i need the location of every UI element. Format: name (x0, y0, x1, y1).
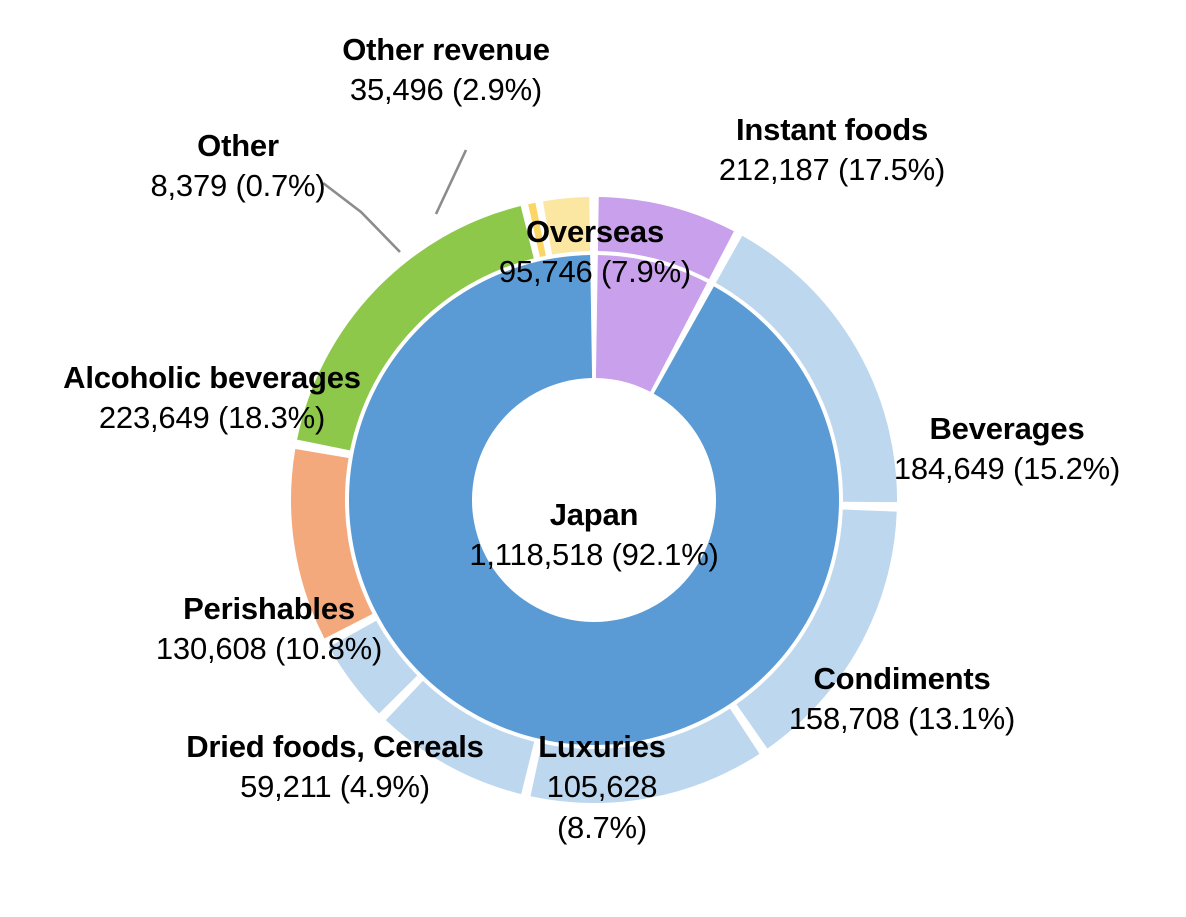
slice-other-revenue[interactable] (542, 197, 591, 255)
slice-overseas[interactable] (595, 255, 708, 392)
slice-dried-foods-cereals[interactable] (328, 620, 418, 714)
label-other-value: 8,379 (0.7%) (150, 168, 326, 204)
label-alcoholic-beverages: Alcoholic beverages 223,649 (18.3%) (28, 358, 396, 439)
slice-other[interactable] (528, 202, 546, 257)
label-dried-foods-cereals-value: 59,211 (4.9%) (240, 769, 430, 805)
label-japan-name: Japan (549, 497, 639, 532)
label-dried-foods-cereals-name: Dried foods, Cereals (186, 729, 484, 764)
label-other-name: Other (197, 128, 279, 163)
leader-line-other (322, 181, 401, 253)
label-dried-foods-cereals: Dried foods, Cereals 59,211 (4.9%) (160, 727, 510, 808)
leader-line-other-revenue (434, 149, 468, 215)
label-overseas-name: Overseas (525, 214, 665, 249)
inner-ring (348, 255, 839, 745)
label-beverages-name: Beverages (929, 411, 1085, 446)
label-other-revenue-value: 35,496 (2.9%) (349, 72, 543, 108)
slice-luxuries[interactable] (385, 680, 535, 795)
label-beverages-value: 184,649 (15.2%) (893, 451, 1121, 487)
label-luxuries-percent: (8.7%) (556, 809, 648, 845)
label-overseas: Overseas 95,746 (7.9%) (467, 212, 723, 293)
label-condiments: Condiments 158,708 (13.1%) (752, 659, 1052, 740)
label-other: Other 8,379 (0.7%) (118, 126, 358, 207)
label-perishables-value: 130,608 (10.8%) (155, 631, 383, 667)
label-luxuries-name: Luxuries (538, 729, 666, 764)
label-overseas-value: 95,746 (7.9%) (498, 254, 692, 290)
label-other-revenue-name: Other revenue (342, 32, 550, 67)
slice-perishables[interactable] (291, 448, 373, 639)
label-condiments-value: 158,708 (13.1%) (788, 701, 1016, 737)
label-alcoholic-beverages-value: 223,649 (18.3%) (98, 400, 326, 436)
label-japan: Japan 1,118,518 (92.1%) (434, 495, 754, 576)
slice-beverages[interactable] (736, 509, 897, 749)
label-perishables-name: Perishables (183, 591, 355, 626)
slice-instant-foods[interactable] (715, 235, 897, 503)
slice-overseas[interactable] (597, 197, 734, 280)
label-alcoholic-beverages-name: Alcoholic beverages (63, 360, 361, 395)
label-beverages: Beverages 184,649 (15.2%) (852, 409, 1162, 490)
label-luxuries: Luxuries 105,628 (8.7%) (509, 727, 695, 848)
slice-japan[interactable] (348, 255, 839, 745)
label-instant-foods-value: 212,187 (17.5%) (718, 152, 946, 188)
slice-alcoholic-beverages[interactable] (297, 206, 534, 451)
outer-ring (291, 197, 897, 803)
label-condiments-name: Condiments (813, 661, 991, 696)
label-instant-foods: Instant foods 212,187 (17.5%) (672, 110, 992, 191)
label-instant-foods-name: Instant foods (736, 112, 928, 147)
slice-condiments[interactable] (530, 708, 760, 803)
label-other-revenue: Other revenue 35,496 (2.9%) (318, 30, 574, 111)
leader-lines (322, 149, 468, 253)
label-japan-value: 1,118,518 (92.1%) (469, 537, 719, 573)
label-perishables: Perishables 130,608 (10.8%) (118, 589, 420, 670)
label-luxuries-value: 105,628 (546, 769, 658, 805)
